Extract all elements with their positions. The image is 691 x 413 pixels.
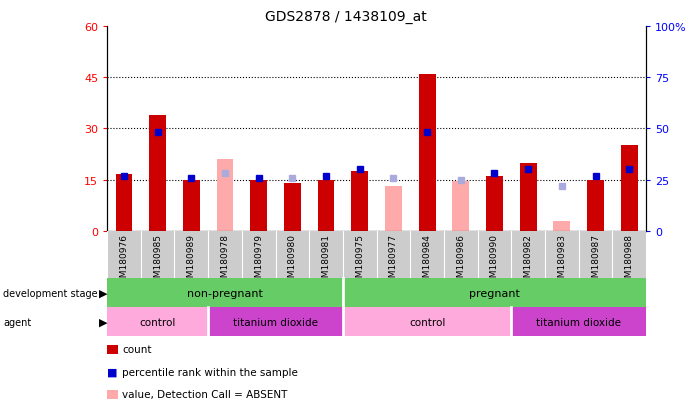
- Bar: [587, 180, 604, 231]
- Text: control: control: [140, 317, 176, 327]
- Text: agent: agent: [3, 317, 32, 327]
- Text: GSM180984: GSM180984: [423, 234, 432, 288]
- Text: GSM180981: GSM180981: [321, 234, 330, 289]
- Text: GSM180975: GSM180975: [355, 234, 364, 289]
- Text: non-pregnant: non-pregnant: [187, 288, 263, 298]
- Text: development stage: development stage: [3, 288, 98, 298]
- Text: GSM180977: GSM180977: [389, 234, 398, 289]
- Text: GSM180990: GSM180990: [490, 234, 499, 289]
- Text: GDS2878 / 1438109_at: GDS2878 / 1438109_at: [265, 10, 426, 24]
- Text: ▶: ▶: [99, 288, 107, 298]
- Text: ▶: ▶: [99, 317, 107, 327]
- Text: GSM180976: GSM180976: [120, 234, 129, 289]
- Bar: [621, 146, 638, 231]
- Bar: [453, 182, 469, 231]
- Text: rank, Detection Call = ABSENT: rank, Detection Call = ABSENT: [122, 412, 283, 413]
- Text: ■: ■: [107, 412, 118, 413]
- Text: pregnant: pregnant: [469, 288, 520, 298]
- Bar: [318, 180, 334, 231]
- Bar: [115, 175, 133, 231]
- Text: count: count: [122, 344, 152, 354]
- Bar: [486, 177, 503, 231]
- Text: GSM180985: GSM180985: [153, 234, 162, 289]
- Text: titanium dioxide: titanium dioxide: [233, 317, 318, 327]
- Bar: [351, 172, 368, 231]
- Bar: [216, 160, 234, 231]
- Text: GSM180986: GSM180986: [456, 234, 465, 289]
- Text: GSM180989: GSM180989: [187, 234, 196, 289]
- Text: ■: ■: [107, 367, 118, 377]
- Text: GSM180987: GSM180987: [591, 234, 600, 289]
- Text: GSM180983: GSM180983: [558, 234, 567, 289]
- Bar: [553, 221, 570, 231]
- Text: titanium dioxide: titanium dioxide: [536, 317, 621, 327]
- Bar: [284, 183, 301, 231]
- Bar: [149, 115, 166, 231]
- Text: GSM180979: GSM180979: [254, 234, 263, 289]
- Bar: [419, 74, 435, 231]
- Bar: [250, 180, 267, 231]
- Bar: [520, 163, 537, 231]
- Text: GSM180980: GSM180980: [288, 234, 297, 289]
- Text: GSM180988: GSM180988: [625, 234, 634, 289]
- Bar: [385, 187, 402, 231]
- Text: GSM180978: GSM180978: [220, 234, 229, 289]
- Text: control: control: [409, 317, 445, 327]
- Text: value, Detection Call = ABSENT: value, Detection Call = ABSENT: [122, 389, 287, 399]
- Text: GSM180982: GSM180982: [524, 234, 533, 288]
- Text: percentile rank within the sample: percentile rank within the sample: [122, 367, 299, 377]
- Bar: [183, 180, 200, 231]
